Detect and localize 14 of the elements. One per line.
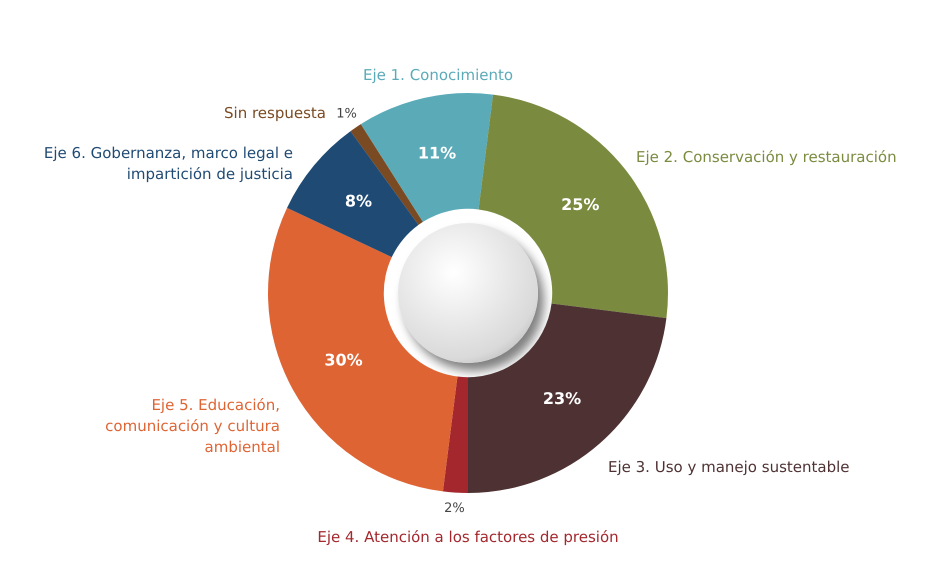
- data-label: 25%: [561, 195, 600, 214]
- slice-label: Eje 3. Uso y manejo sustentable: [608, 458, 850, 476]
- slice-label: Eje 5. Educación, comunicación y cultura ambiental: [105, 396, 280, 456]
- data-label: 23%: [542, 388, 582, 408]
- slice-label: Eje 6. Gobernanza, marco legal e impartición de justicia: [44, 144, 293, 183]
- data-label: 11%: [418, 143, 456, 162]
- data-label: 2%: [444, 500, 465, 516]
- slice-label: Sin respuesta: [224, 104, 326, 122]
- data-label: 1%: [336, 106, 357, 122]
- data-label: 30%: [324, 350, 363, 370]
- data-label: 8%: [344, 192, 372, 211]
- slice-label: Eje 2. Conservación y restauración: [636, 148, 897, 166]
- slice-label: Eje 1. Conocimiento: [362, 66, 514, 84]
- slice-label: Eje 4. Atención a los factores de presión: [317, 528, 619, 546]
